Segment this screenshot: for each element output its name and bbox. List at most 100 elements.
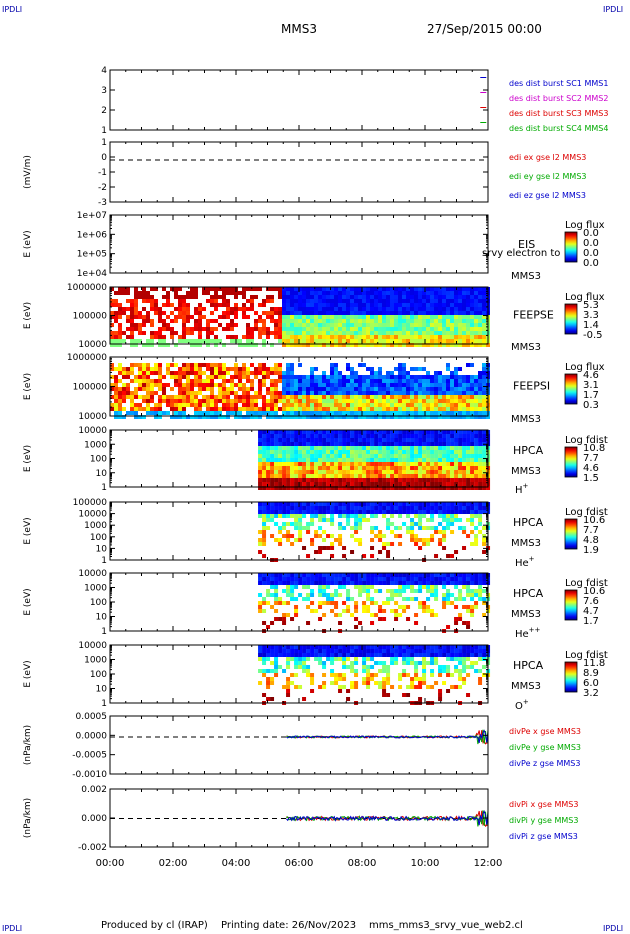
spectro-cell: [454, 446, 459, 450]
spectro-cell: [366, 299, 370, 303]
spectro-cell: [242, 399, 246, 403]
spectro-cell: [270, 391, 274, 395]
spectro-cell: [466, 625, 471, 629]
spectro-cell: [182, 399, 186, 403]
spectro-cell: [382, 514, 387, 518]
spectro-cell: [386, 470, 391, 474]
spectro-cell: [262, 367, 266, 371]
spectro-cell: [346, 450, 351, 454]
spectro-cell: [446, 450, 451, 454]
spectro-cell: [286, 291, 290, 295]
spectro-cell: [206, 323, 210, 327]
spectro-cell: [418, 323, 422, 327]
spectro-cell: [470, 462, 475, 466]
spectro-cell: [398, 343, 402, 347]
spectro-cell: [318, 287, 322, 291]
spectro-cell: [474, 526, 479, 530]
spectro-cell: [262, 434, 267, 438]
spectro-cell: [426, 391, 430, 395]
spectro-cell: [286, 681, 291, 685]
spectro-cell: [474, 581, 479, 585]
spectro-cell: [298, 573, 303, 577]
spectro-cell: [386, 589, 391, 593]
spectro-cell: [478, 391, 482, 395]
spectro-cell: [414, 454, 419, 458]
spectro-cell: [398, 542, 403, 546]
spectro-cell: [298, 657, 303, 661]
spectro-cell: [358, 315, 362, 319]
spectro-cell: [382, 395, 386, 399]
spectro-cell: [166, 327, 170, 331]
spectro-cell: [286, 415, 290, 419]
spectro-cell: [434, 581, 439, 585]
spectro-cell: [434, 303, 438, 307]
spectro-cell: [294, 466, 299, 470]
spectro-cell: [370, 482, 375, 486]
spectro-cell: [446, 482, 451, 486]
spectro-cell: [310, 367, 314, 371]
spectro-cell: [414, 327, 418, 331]
spectro-cell: [370, 383, 374, 387]
spectro-cell: [294, 323, 298, 327]
spectro-cell: [266, 442, 271, 446]
spectro-cell: [434, 287, 438, 291]
spectro-cell: [426, 462, 431, 466]
spectro-cell: [330, 379, 334, 383]
spectro-cell: [262, 573, 267, 577]
spectro-cell: [366, 478, 371, 482]
spectro-cell: [426, 383, 430, 387]
spectro-cell: [278, 506, 283, 510]
spectro-cell: [366, 295, 370, 299]
spectro-cell: [314, 430, 319, 434]
spectro-cell: [378, 379, 382, 383]
spectro-cell: [470, 609, 475, 613]
spectro-cell: [462, 303, 466, 307]
spectro-cell: [450, 593, 455, 597]
spectro-cell: [306, 383, 310, 387]
spectro-cell: [318, 589, 323, 593]
spectro-cell: [390, 597, 395, 601]
spectro-cell: [378, 581, 383, 585]
spectro-cell: [390, 395, 394, 399]
spectro-cell: [330, 546, 335, 550]
spectro-cell: [382, 379, 386, 383]
spectro-cell: [470, 605, 475, 609]
spectro-cell: [450, 407, 454, 411]
spectro-cell: [378, 331, 382, 335]
spectro-cell: [370, 462, 375, 466]
spectro-cell: [474, 538, 479, 542]
spectro-cell: [130, 395, 134, 399]
panel-frame-edi: [109, 141, 489, 203]
spectro-cell: [214, 291, 218, 295]
spectro-cell: [274, 411, 278, 415]
spectro-cell: [214, 375, 218, 379]
spectro-cell: [302, 454, 307, 458]
spectro-cell: [458, 299, 462, 303]
spectro-cell: [294, 474, 299, 478]
spectro-cell: [198, 343, 202, 347]
spectro-cell: [294, 391, 298, 395]
spectro-cell: [398, 526, 403, 530]
spectro-cell: [214, 343, 218, 347]
spectro-cell: [466, 510, 471, 514]
spectro-cell: [258, 573, 263, 577]
spectro-cell: [306, 434, 311, 438]
spectro-cell: [450, 577, 455, 581]
spectro-cell: [246, 335, 250, 339]
spectro-cell: [362, 518, 367, 522]
spectro-cell: [342, 395, 346, 399]
spectro-cell: [454, 343, 458, 347]
spectro-cell: [306, 375, 310, 379]
spectro-cell: [126, 387, 130, 391]
spectro-cell: [326, 415, 330, 419]
spectro-cell: [302, 446, 307, 450]
spectro-cell: [218, 375, 222, 379]
spectro-cell: [262, 661, 267, 665]
spectro-cell: [342, 577, 347, 581]
spectro-cell: [418, 458, 423, 462]
spectro-cell: [370, 434, 375, 438]
spectro-cell: [454, 303, 458, 307]
spectro-cell: [258, 367, 262, 371]
spectro-cell: [318, 502, 323, 506]
